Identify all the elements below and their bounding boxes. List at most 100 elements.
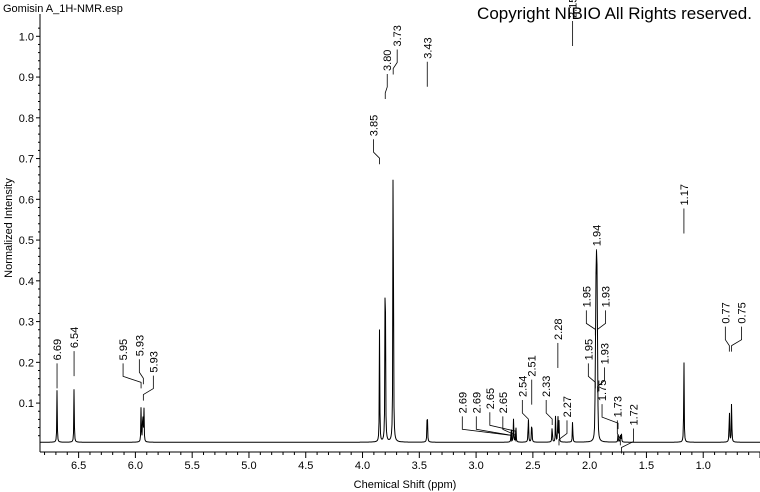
peak-leader-line (122, 363, 142, 389)
y-tick-label: 0.6 (19, 194, 34, 206)
peak-leader-line (373, 139, 380, 165)
peak-leader-line (384, 73, 388, 99)
copyright-notice: Copyright NIBIO All Rights reserved. (477, 4, 752, 23)
x-tick-label: 6.5 (71, 460, 86, 472)
peak-leader-line (558, 420, 568, 446)
peak-label: 3.73 (392, 25, 404, 75)
x-tick-label: 5.5 (185, 460, 200, 472)
peak-label: 1.95 (581, 286, 596, 336)
peak-label: 1.94 (591, 225, 603, 275)
peak-label: 3.85 (369, 115, 381, 165)
x-tick-label: 2.0 (582, 460, 597, 472)
file-label: Gomisin A_1H-NMR.esp (3, 3, 123, 15)
peak-leader-line (138, 359, 144, 385)
peak-leader-line (731, 326, 743, 352)
x-tick-label: 1.0 (696, 460, 711, 472)
y-tick-label: 0.5 (19, 235, 34, 247)
peak-label-text: 5.93 (134, 335, 146, 356)
peak-leader-line (616, 420, 621, 446)
y-tick-label: 0.7 (19, 154, 34, 166)
peak-leader-line (597, 310, 607, 336)
peak-label-text: 1.94 (591, 225, 603, 246)
peak-label: 2.28 (553, 319, 565, 368)
x-tick-label: 4.0 (355, 460, 370, 472)
x-tick-label: 4.5 (298, 460, 313, 472)
spectrum-plot (40, 179, 760, 443)
peak-leader-line (475, 416, 512, 442)
peak-label-text: 1.17 (679, 184, 691, 205)
peak-label: 2.51 (527, 355, 539, 405)
peak-label: 2.15 (568, 0, 580, 46)
x-tick-label: 3.5 (412, 460, 427, 472)
peak-leader-line (724, 326, 730, 352)
peak-label: 0.77 (720, 302, 732, 352)
peak-label-text: 1.73 (612, 396, 624, 417)
peak-leader-line (392, 49, 398, 75)
peak-label-text: 1.93 (600, 343, 612, 364)
peak-label: 5.95 (118, 339, 142, 389)
x-tick-label: 3.0 (468, 460, 483, 472)
peak-leader-line (601, 404, 619, 430)
peak-label-text: 1.93 (601, 286, 613, 307)
peak-label-text: 2.69 (457, 392, 469, 413)
peak-label-text: 5.95 (118, 339, 130, 360)
spectrum-line (40, 179, 760, 443)
peak-label: 1.93 (597, 343, 612, 393)
x-tick-label: 2.5 (525, 460, 540, 472)
peak-label-text: 0.75 (737, 302, 749, 323)
peak-label-text: 3.43 (422, 37, 434, 58)
y-tick-label: 0.4 (19, 276, 34, 288)
peak-label: 3.43 (422, 37, 434, 87)
x-tick-label: 5.0 (241, 460, 256, 472)
y-tick-label: 1.0 (19, 31, 34, 43)
peak-label-text: 1.75 (597, 380, 609, 401)
x-axis: 6.5 6.0 5.5 5.0 4.5 4.0 3.5 3.0 2.5 2.0 1.5 1.0 (40, 451, 760, 472)
peak-label-text: 2.51 (527, 355, 539, 376)
peak-leader-line (621, 428, 634, 454)
y-tick-label: 0.9 (19, 72, 34, 84)
peak-label: 5.93 (142, 351, 160, 401)
peak-label-text: 3.85 (369, 115, 381, 136)
y-tick-label: 0.2 (19, 357, 34, 369)
peak-label-text: 5.93 (148, 351, 160, 372)
peak-leader-line (585, 310, 596, 336)
peak-label: 6.54 (69, 327, 81, 377)
peak-label-text: 2.28 (553, 319, 565, 340)
peak-leader-line (521, 400, 529, 426)
peak-label: 1.95 (583, 339, 596, 389)
y-tick-label: 0.3 (19, 317, 34, 329)
peak-label: 1.75 (597, 380, 619, 430)
y-tick-label: 0.1 (19, 398, 34, 410)
x-tick-label: 1.5 (639, 460, 654, 472)
peak-label-text: 6.54 (69, 327, 81, 348)
peak-label: 0.75 (731, 302, 749, 352)
y-axis-label: Normalized Intensity (3, 178, 15, 278)
peak-label: 2.69 (471, 392, 512, 442)
peak-label-text: 2.69 (471, 392, 483, 413)
peak-label-text: 2.27 (562, 396, 574, 417)
peak-label-text: 2.33 (541, 376, 553, 397)
peak-labels: 6.69 6.54 5.95 5.935.93 3.85 3.80 3.73 3.43 2.69… (52, 0, 749, 454)
x-axis-label: Chemical Shift (ppm) (354, 479, 457, 491)
peak-label-text: 3.80 (382, 50, 394, 71)
peak-label: 1.17 (679, 184, 691, 234)
peak-label: 2.27 (558, 396, 574, 446)
peak-leader-line (502, 416, 517, 442)
peak-label: 2.54 (517, 376, 529, 426)
y-tick-label: 0.8 (19, 113, 34, 125)
peak-label-text: 3.73 (392, 25, 404, 46)
peak-label-text: 0.77 (720, 302, 732, 323)
peak-label-text: 1.95 (583, 339, 595, 360)
peak-label-text: 6.69 (52, 339, 64, 360)
y-axis: 0.1 0.2 0.3 0.4 0.5 0.6 0.7 0.8 0.9 1.0 (19, 14, 41, 452)
peak-leader-line (545, 400, 553, 426)
peak-label-text: 2.65 (485, 388, 497, 409)
peak-label: 2.33 (541, 376, 553, 426)
peak-label: 6.69 (52, 339, 64, 389)
peak-label-text: 1.95 (581, 286, 593, 307)
peak-label-text: 2.15 (568, 0, 580, 18)
peak-leader-line (597, 367, 606, 393)
peak-label-text: 1.72 (628, 404, 640, 425)
peak-leader-line (587, 363, 596, 389)
